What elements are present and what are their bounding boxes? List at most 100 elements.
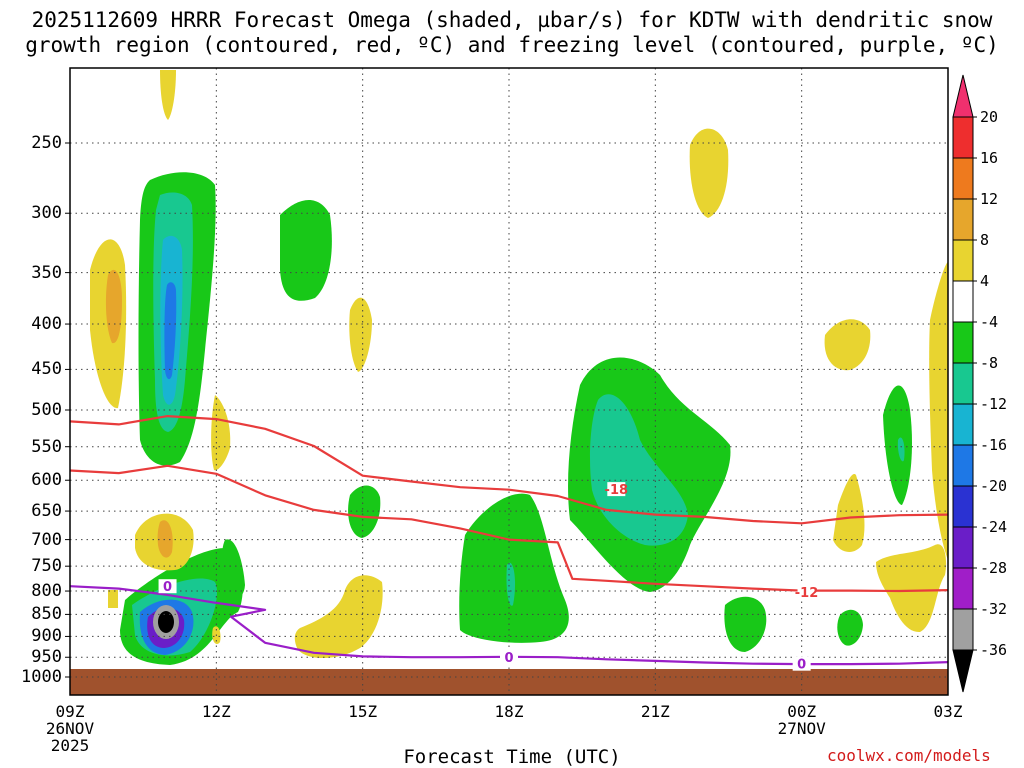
y-tick-label-850: 850 [31, 604, 62, 625]
omega-green-blob-18z [459, 493, 569, 643]
x-tick-label-09Z-line3: 2025 [50, 736, 90, 755]
contour-label-bg-4 [792, 656, 811, 671]
y-tick-label-250: 250 [31, 133, 62, 153]
colorbar-label-12: 12 [980, 190, 999, 208]
chart-title-line2: growth region (contoured, red, ºC) and f… [25, 33, 999, 57]
contour-label-bg-1 [797, 585, 816, 600]
x-tick-label-18Z: 18Z [494, 702, 524, 721]
below-ground-fill [70, 669, 948, 695]
colorbar-bin-10 [952, 485, 974, 528]
colorbar-label-16: 16 [980, 149, 999, 167]
omega-green-blob-12z [222, 539, 245, 598]
colorbar-label--20: -20 [980, 477, 1008, 495]
colorbar-top-arrow [952, 74, 974, 118]
y-tick-label-750: 750 [31, 556, 62, 577]
y-tick-label-900: 900 [31, 626, 62, 647]
colorbar-bin-12 [952, 567, 974, 610]
colorbar-bin-4 [952, 239, 974, 282]
colorbar-label--16: -16 [980, 436, 1008, 454]
colorbar-label--28: -28 [980, 559, 1008, 577]
contour-label-3: 0 [504, 651, 513, 666]
omega-yellow-blob-0045z [833, 474, 865, 552]
plot-frame [69, 67, 949, 696]
x-tick-label-03Z: 03Z [933, 702, 963, 721]
contour-label-0: -18 [605, 483, 629, 498]
colorbar-bin-5 [952, 280, 974, 323]
contour--12 [69, 415, 949, 525]
x-tick-label-21Z: 21Z [640, 702, 670, 721]
colorbar-bin-6 [952, 321, 974, 364]
colorbar-bottom-arrow [952, 649, 974, 693]
omega-yellow-blob-22z [689, 128, 729, 218]
x-tick-label-00Z: 00Z [787, 702, 817, 721]
colorbar-bin-13 [952, 608, 974, 651]
colorbar-bin-11 [952, 526, 974, 569]
colorbar-bin-3 [952, 198, 974, 241]
chart-title-line1: 2025112609 HRRR Forecast Omega (shaded, … [31, 8, 993, 32]
colorbar-label-20: 20 [980, 108, 999, 126]
contour-label-bg-2 [158, 579, 177, 594]
y-tick-label-1000: 1000 [21, 667, 62, 687]
omega-black-lowcore [158, 611, 174, 633]
omega-yellow-blob-1045z [108, 590, 118, 608]
contour-label-4: 0 [797, 658, 806, 673]
y-tick-label-500: 500 [31, 400, 62, 420]
omega-orange-blob-1130z [157, 520, 173, 558]
contour--18 [69, 464, 949, 593]
omega-green-blob-02z [883, 385, 913, 505]
colorbar-bin-7 [952, 362, 974, 405]
colorbar-label--24: -24 [980, 518, 1008, 536]
chart-contours: -18 -12 0 0 0 [69, 415, 949, 673]
credit-text: coolwx.com/models [827, 746, 991, 765]
contour-0 [69, 585, 949, 666]
x-axis-title: Forecast Time (UTC) [403, 746, 621, 768]
omega-yellow-blob-01z [824, 319, 871, 371]
omega-shading [90, 70, 948, 665]
omega-green-blob-2230z [724, 596, 767, 652]
omega-orange-blob-10z [105, 269, 122, 344]
colorbar-label-8: 8 [980, 231, 990, 249]
y-tick-label-650: 650 [31, 501, 62, 522]
y-tick-label-550: 550 [31, 436, 62, 457]
contour-label-1: -12 [795, 586, 819, 601]
x-tick-label-09Z-line2: 26NOV [45, 719, 95, 738]
contour-label-bg-0 [607, 482, 626, 497]
colorbar-bin-8 [952, 403, 974, 446]
y-tick-label-400: 400 [31, 314, 62, 335]
y-tick-label-600: 600 [31, 470, 62, 491]
colorbar-label--32: -32 [980, 600, 1008, 618]
colorbar-label--36: -36 [980, 641, 1008, 659]
colorbar-label--4: -4 [980, 313, 999, 331]
colorbar-label-4: 4 [980, 272, 990, 290]
y-tick-label-300: 300 [31, 203, 62, 224]
omega-teal-blob-02z [897, 437, 905, 462]
omega-teal-blob-18z [506, 562, 516, 606]
omega-yellow-blob-1530z [294, 575, 383, 659]
omega-blue-column [164, 282, 177, 380]
colorbar-bin-1 [952, 116, 974, 159]
contour-label-bg-3 [500, 650, 518, 665]
x-tick-label-09Z: 09Z [55, 702, 85, 721]
omega-yellow-blob-12z [211, 395, 231, 471]
y-tick-label-450: 450 [31, 359, 62, 380]
omega-green-blob-15z [348, 485, 381, 538]
omega-yellow-blob-15z [349, 297, 372, 372]
x-tick-label-15Z: 15Z [348, 702, 378, 721]
omega-colorbar [952, 74, 977, 693]
y-tick-label-350: 350 [31, 262, 62, 283]
omega-green-blob-14z [280, 200, 332, 301]
x-tick-label-12Z: 12Z [201, 702, 231, 721]
omega-yellow-blob-03z [929, 262, 948, 560]
colorbar-label--8: -8 [980, 354, 999, 372]
omega-teal-blob-21z [590, 394, 688, 546]
colorbar-bin-9 [952, 444, 974, 487]
colorbar-label--12: -12 [980, 395, 1008, 413]
omega-yellow-blob-top [160, 70, 176, 120]
y-tick-label-800: 800 [31, 581, 62, 602]
y-tick-label-700: 700 [31, 529, 62, 550]
x-tick-label-00Z-line2: 27NOV [777, 719, 826, 738]
contour-label-2: 0 [163, 580, 172, 595]
colorbar-bin-2 [952, 157, 974, 200]
y-tick-label-950: 950 [31, 647, 62, 668]
